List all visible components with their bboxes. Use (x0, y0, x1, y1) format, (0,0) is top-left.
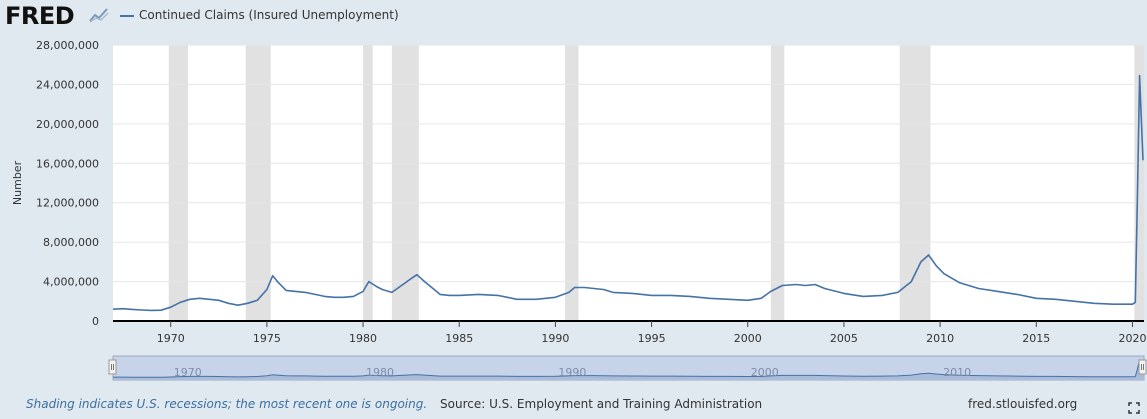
recession-band (770, 45, 785, 321)
x-tick-label: 2020 (1118, 332, 1146, 345)
navigator-label: 1980 (366, 366, 394, 379)
navigator-area (113, 360, 1144, 379)
recession-band (1134, 45, 1144, 321)
fullscreen-icon[interactable] (1128, 402, 1140, 414)
recession-band (565, 45, 579, 321)
recession-band (168, 45, 189, 321)
header: FRED Continued Claims (Insured Unemploym… (0, 0, 1147, 32)
y-tick-label: 4,000,000 (43, 276, 99, 289)
source-text: Source: U.S. Employment and Training Adm… (440, 397, 763, 411)
navigator-label: 1970 (174, 366, 202, 379)
x-tick-label: 2000 (734, 332, 762, 345)
navigator-line (113, 358, 1144, 378)
navigator-handle-right[interactable] (1138, 359, 1147, 375)
y-tick-label: 16,000,000 (36, 157, 99, 170)
x-tick-label: 1985 (445, 332, 473, 345)
source-url[interactable]: fred.stlouisfed.org (968, 397, 1078, 411)
series-line (112, 74, 1144, 312)
line-chart-icon (89, 8, 109, 23)
y-tick-label: 20,000,000 (36, 118, 99, 131)
x-tick-label: 1970 (157, 332, 185, 345)
y-axis-label: Number (11, 160, 24, 205)
x-tick-label: 1975 (253, 332, 281, 345)
legend-swatch (120, 15, 134, 17)
y-tick-label: 12,000,000 (36, 197, 99, 210)
recession-band (245, 45, 271, 321)
y-tick-label: 8,000,000 (43, 236, 99, 249)
recession-note: Shading indicates U.S. recessions; the m… (26, 397, 428, 411)
x-tick-label: 1990 (541, 332, 569, 345)
recession-band (391, 45, 419, 321)
recession-band (363, 45, 373, 321)
x-tick-label: 2015 (1022, 332, 1050, 345)
navigator-label: 2000 (751, 366, 779, 379)
navigator-label: 2010 (943, 366, 971, 379)
x-tick-label: 1980 (349, 332, 377, 345)
y-tick-label: 28,000,000 (36, 39, 99, 52)
x-tick-label: 1995 (638, 332, 666, 345)
plot-area (113, 45, 1144, 321)
legend-label[interactable]: Continued Claims (Insured Unemployment) (139, 8, 399, 22)
x-tick-label: 2010 (926, 332, 954, 345)
navigator-label: 1990 (558, 366, 586, 379)
recession-band (899, 45, 931, 321)
y-tick-label: 0 (92, 315, 99, 328)
navigator-handle-left[interactable] (108, 359, 117, 375)
y-tick-label: 24,000,000 (36, 78, 99, 91)
x-tick-label: 2005 (830, 332, 858, 345)
fred-logo[interactable]: FRED (5, 2, 75, 30)
